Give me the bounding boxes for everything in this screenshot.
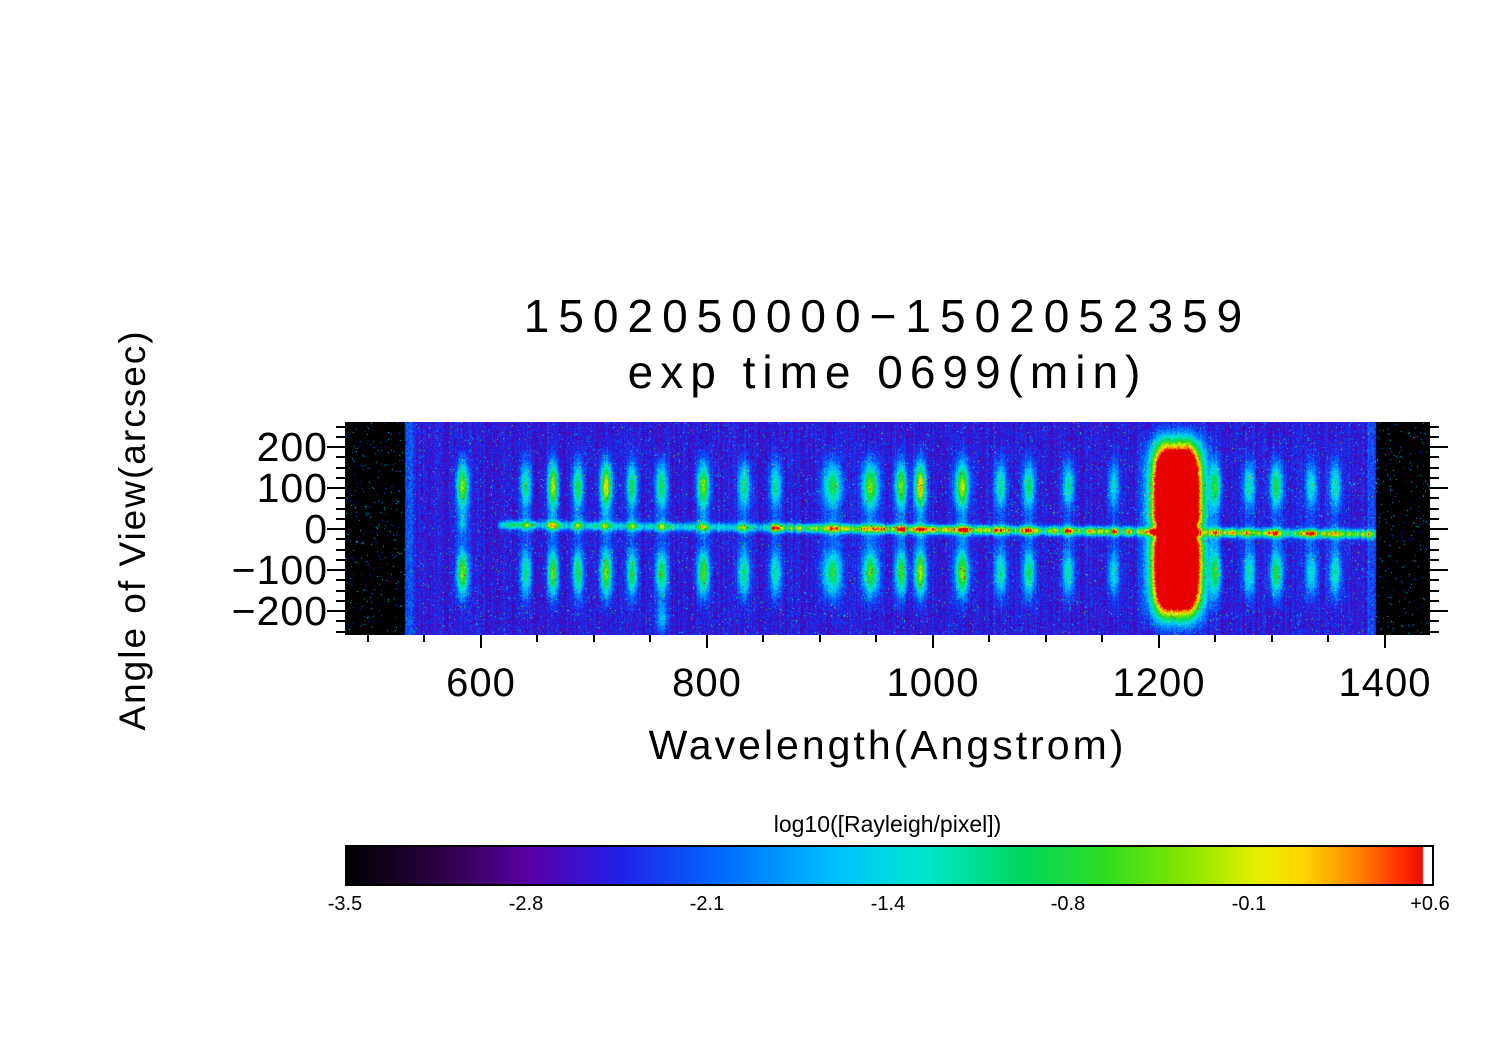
- tick-mark: [1045, 635, 1047, 642]
- tick-mark: [1271, 635, 1273, 642]
- tick-mark: [336, 436, 345, 438]
- tick-mark: [1430, 477, 1439, 479]
- colorbar-tick-0: -3.5: [327, 893, 363, 915]
- x-axis-label: Wavelength(Angstrom): [648, 722, 1127, 768]
- y-tick-label-200: 200: [256, 424, 328, 470]
- tick-mark: [1430, 569, 1448, 571]
- tick-mark: [1430, 508, 1439, 510]
- y-tick-label-m100: −100: [231, 547, 328, 593]
- tick-mark: [336, 620, 345, 622]
- tick-mark: [336, 477, 345, 479]
- tick-mark: [988, 635, 990, 642]
- tick-mark: [327, 610, 345, 612]
- tick-mark: [1430, 518, 1439, 520]
- tick-mark: [327, 528, 345, 530]
- tick-mark: [336, 559, 345, 561]
- tick-mark: [932, 635, 934, 648]
- tick-mark: [875, 635, 877, 642]
- tick-mark: [593, 635, 595, 642]
- colorbar-tick-4: -0.8: [1050, 893, 1086, 915]
- colorbar-gradient: [345, 845, 1434, 886]
- tick-mark: [336, 549, 345, 551]
- tick-mark: [336, 497, 345, 499]
- colorbar-title: log10([Rayleigh/pixel]): [773, 811, 1002, 837]
- tick-mark: [1430, 559, 1439, 561]
- tick-mark: [336, 579, 345, 581]
- spectrogram-heatmap: [345, 422, 1430, 635]
- tick-mark: [1158, 635, 1160, 648]
- tick-mark: [1430, 631, 1439, 633]
- tick-mark: [1430, 610, 1448, 612]
- tick-mark: [336, 538, 345, 540]
- tick-mark: [336, 508, 345, 510]
- tick-mark: [1430, 497, 1439, 499]
- plot-subtitle: exp time 0699(min): [627, 346, 1148, 398]
- x-tick-label-1200: 1200: [1112, 661, 1206, 705]
- tick-mark: [336, 467, 345, 469]
- tick-mark: [1430, 436, 1439, 438]
- colorbar-tick-6: +0.6: [1410, 893, 1450, 915]
- tick-mark: [1430, 487, 1448, 489]
- tick-mark: [1430, 467, 1439, 469]
- tick-mark: [1430, 528, 1448, 530]
- x-tick-label-600: 600: [446, 661, 516, 705]
- tick-mark: [336, 590, 345, 592]
- tick-mark: [1430, 620, 1439, 622]
- tick-mark: [336, 600, 345, 602]
- tick-mark: [762, 635, 764, 642]
- tick-mark: [649, 635, 651, 642]
- tick-mark: [480, 635, 482, 648]
- tick-mark: [327, 569, 345, 571]
- tick-mark: [819, 635, 821, 642]
- tick-mark: [336, 518, 345, 520]
- y-tick-label-100: 100: [256, 465, 328, 511]
- tick-mark: [1430, 549, 1439, 551]
- tick-mark: [1327, 635, 1329, 642]
- x-tick-label-1000: 1000: [886, 661, 980, 705]
- tick-mark: [327, 446, 345, 448]
- tick-mark: [1430, 600, 1439, 602]
- tick-mark: [1430, 538, 1439, 540]
- x-tick-label-1400: 1400: [1338, 661, 1432, 705]
- tick-mark: [1384, 635, 1386, 648]
- tick-mark: [1430, 579, 1439, 581]
- tick-mark: [1430, 426, 1439, 428]
- colorbar-tick-5: -0.1: [1231, 893, 1267, 915]
- colorbar-tick-1: -2.8: [508, 893, 544, 915]
- tick-mark: [536, 635, 538, 642]
- tick-mark: [1430, 456, 1439, 458]
- plot-title: 1502050000−1502052359: [523, 290, 1252, 342]
- x-tick-label-800: 800: [672, 661, 742, 705]
- tick-mark: [706, 635, 708, 648]
- tick-mark: [1430, 446, 1448, 448]
- tick-mark: [367, 635, 369, 642]
- y-axis-label: Angle of View(arcsec): [112, 329, 153, 731]
- y-tick-label-m200: −200: [231, 588, 328, 634]
- tick-mark: [336, 631, 345, 633]
- colorbar-tick-3: -1.4: [870, 893, 906, 915]
- tick-mark: [336, 426, 345, 428]
- colorbar-tick-2: -2.1: [689, 893, 725, 915]
- tick-mark: [423, 635, 425, 642]
- tick-mark: [327, 487, 345, 489]
- tick-mark: [1101, 635, 1103, 642]
- tick-mark: [336, 456, 345, 458]
- y-tick-label-0: 0: [304, 506, 328, 552]
- tick-mark: [1214, 635, 1216, 642]
- tick-mark: [1430, 590, 1439, 592]
